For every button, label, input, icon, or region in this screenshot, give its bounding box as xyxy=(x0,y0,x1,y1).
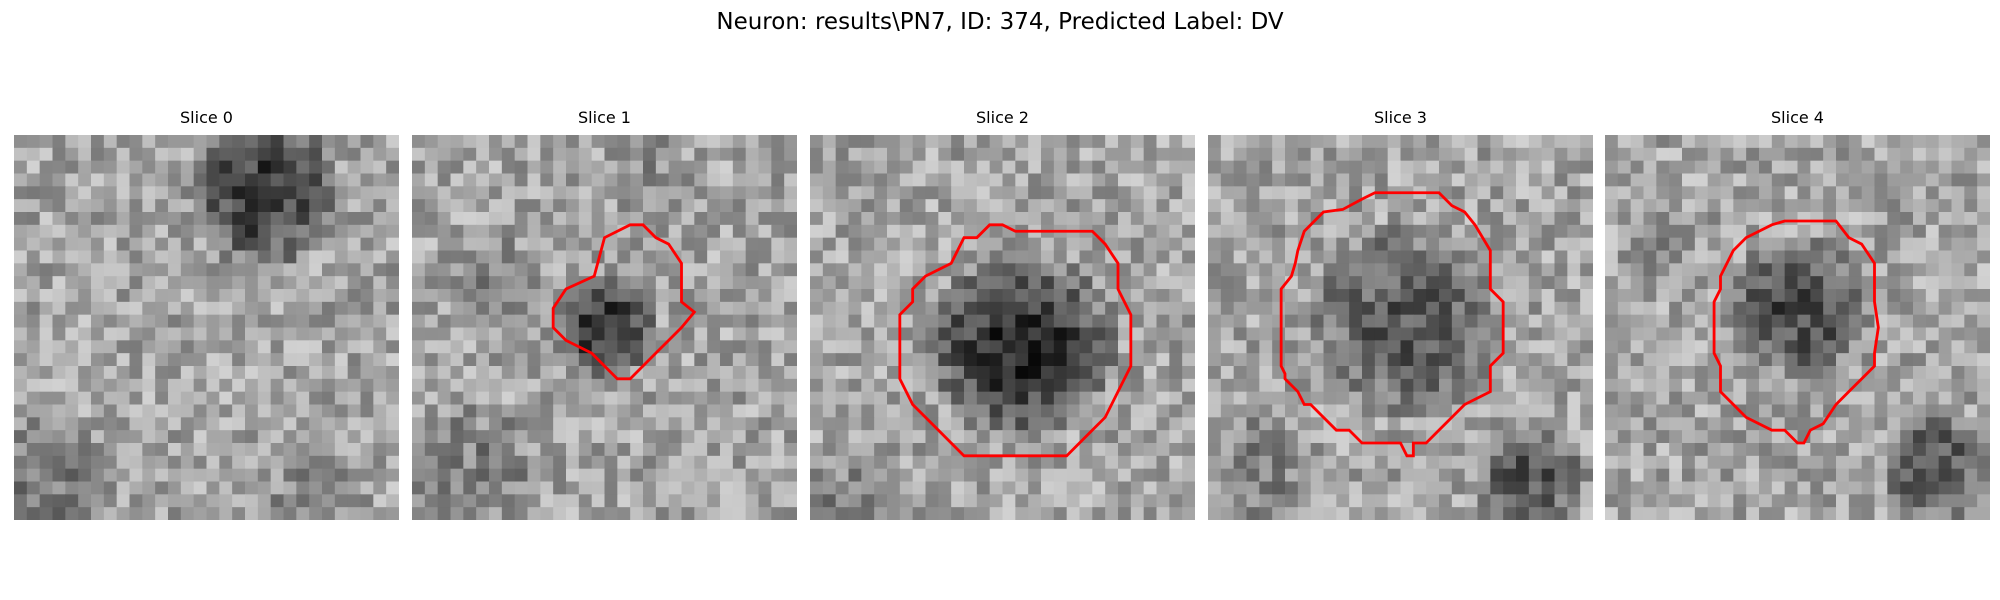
slice-title: Slice 2 xyxy=(976,108,1029,127)
roi-contour xyxy=(1279,191,1505,458)
slice-title: Slice 1 xyxy=(578,108,631,127)
slice-image xyxy=(810,135,1195,520)
slice-image xyxy=(14,135,399,520)
slice-title: Slice 4 xyxy=(1771,108,1824,127)
slice-image xyxy=(412,135,797,520)
slice-title: Slice 3 xyxy=(1374,108,1427,127)
roi-contour xyxy=(1712,219,1880,445)
slice-panel-0: Slice 0 xyxy=(14,108,399,520)
roi-contour xyxy=(898,223,1133,458)
roi-contour xyxy=(551,223,697,381)
slice-panel-2: Slice 2 xyxy=(810,108,1195,520)
slice-image xyxy=(1605,135,1990,520)
figure-title: Neuron: results\PN7, ID: 374, Predicted … xyxy=(716,9,1284,35)
slice-image xyxy=(1208,135,1593,520)
slice-panel-1: Slice 1 xyxy=(412,108,797,520)
slice-panel-4: Slice 4 xyxy=(1605,108,1990,520)
slice-title: Slice 0 xyxy=(180,108,233,127)
slice-panel-3: Slice 3 xyxy=(1208,108,1593,520)
